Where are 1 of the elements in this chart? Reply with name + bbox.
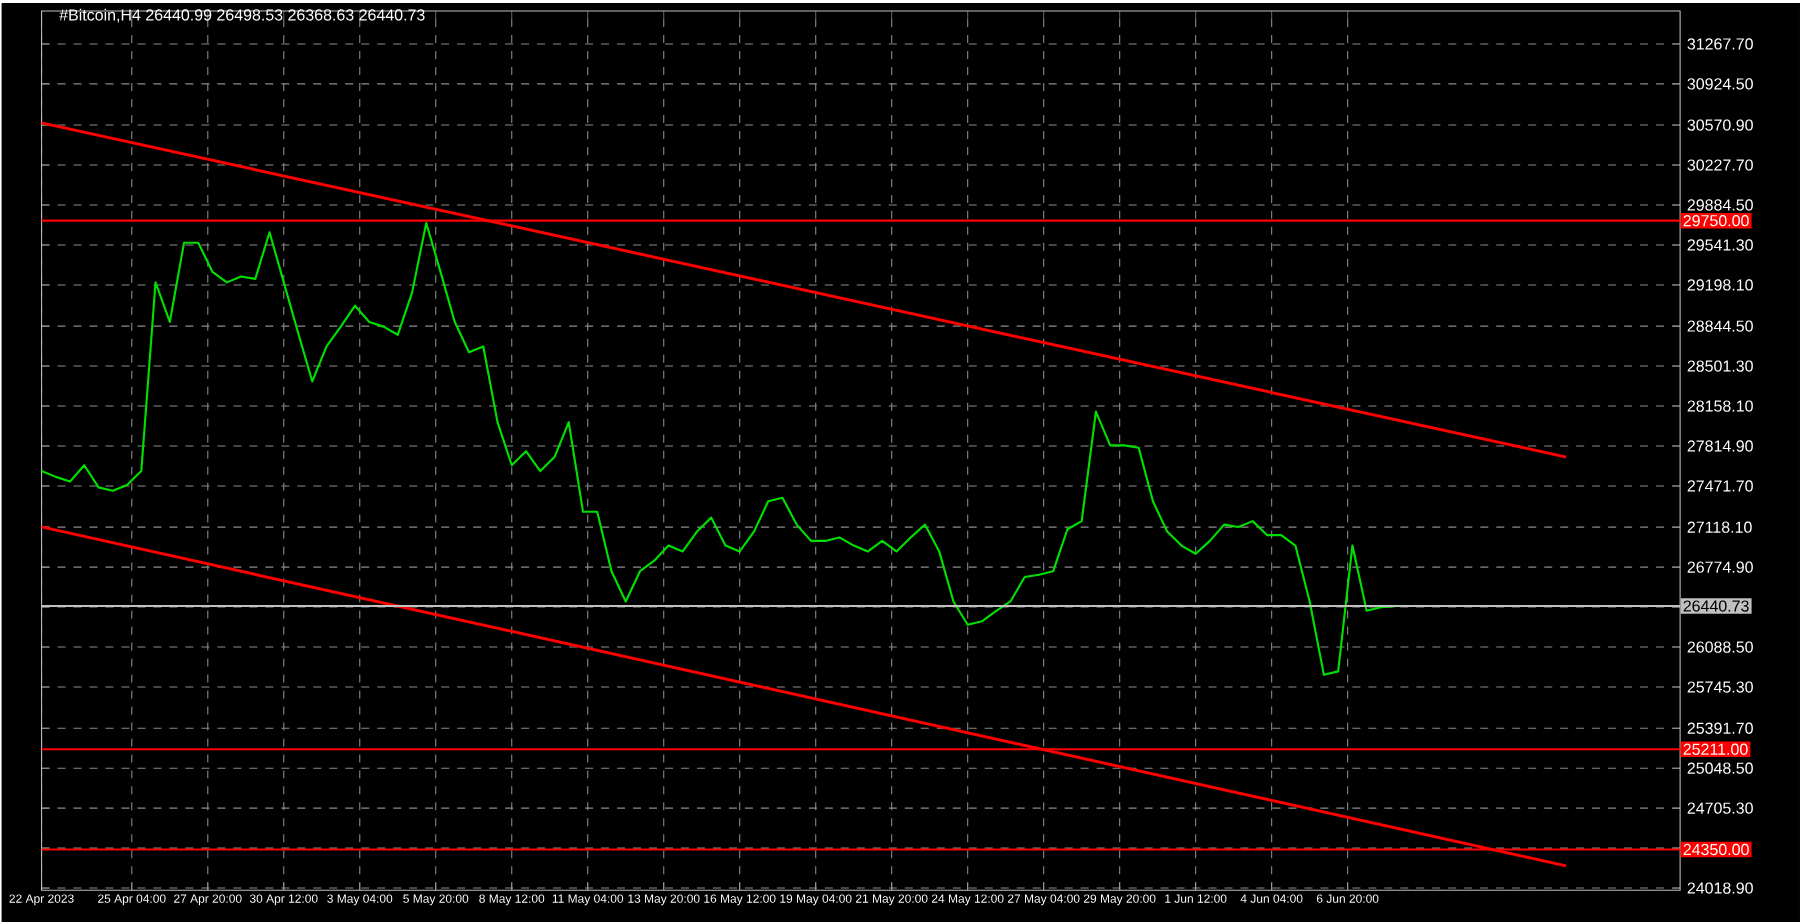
line-series bbox=[40, 221, 1397, 676]
